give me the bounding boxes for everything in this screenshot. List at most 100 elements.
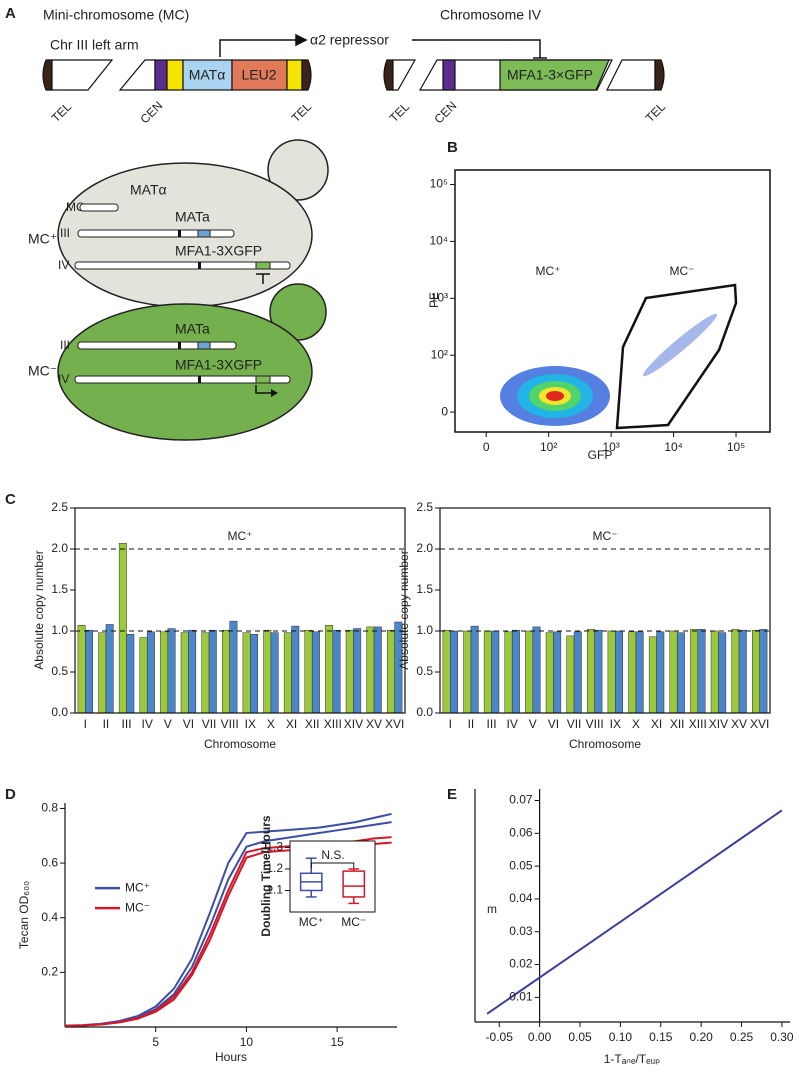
title: Chromosome IV (440, 7, 542, 23)
telomere (383, 59, 394, 91)
chromosome-name: MC (66, 200, 85, 214)
bar (470, 625, 479, 714)
bar (250, 634, 258, 714)
gene (182, 59, 233, 91)
bar (263, 629, 272, 714)
density-cloud (500, 283, 738, 430)
series-line (486, 809, 783, 1015)
segment (118, 59, 156, 91)
y-tick-label: 0.8 (41, 801, 58, 815)
segment (51, 59, 114, 91)
bar (373, 626, 382, 714)
bar (332, 629, 341, 714)
x-tick-label: 10⁵ (727, 440, 745, 454)
title: Mini-chromosome (MC) (43, 7, 189, 23)
bar (283, 632, 292, 714)
bar (126, 634, 135, 714)
bar (105, 624, 114, 714)
x-tick-label: XV (366, 717, 382, 731)
mini-chromosome: Mini-chromosome (MC) Chr III left arm MA… (42, 7, 314, 126)
gene (231, 59, 288, 91)
segment (166, 59, 184, 91)
annotation: MC⁻ (670, 264, 695, 278)
y-tick-label: 1.5 (51, 582, 68, 596)
bar (270, 632, 279, 714)
telomere (654, 59, 665, 91)
gene-label: MFA1-3×GFP (507, 67, 593, 83)
x-tick-label: IX (610, 717, 621, 731)
bar (648, 636, 657, 714)
x-tick-label: IX (245, 717, 256, 731)
y-tick-label: 1.3 (266, 840, 283, 854)
bar (566, 635, 575, 714)
gene (499, 59, 610, 91)
y-tick-label: 10⁵ (430, 177, 448, 191)
plot-frame (74, 507, 406, 714)
plot-frame (439, 507, 771, 714)
box (342, 870, 366, 898)
x-axis-label: GFP (588, 448, 613, 462)
bar (752, 629, 760, 714)
x-tick-label: X (267, 717, 275, 731)
y-tick-label: 0.5 (416, 664, 433, 678)
y-tick-label: 0.06 (509, 825, 533, 839)
y-tick-label: 0.04 (509, 891, 533, 905)
bar (201, 632, 210, 714)
bar (690, 629, 699, 714)
y-tick-label: 0.0 (51, 705, 68, 719)
x-tick-label: I (449, 717, 452, 731)
cell-label: MC⁺ (28, 231, 57, 247)
x-tick-label: 0.25 (730, 1030, 754, 1044)
bar (587, 629, 595, 714)
y-tick-label: 0.5 (51, 664, 68, 678)
label: Chr III left arm (50, 37, 139, 53)
x-tick-label: XI (651, 717, 662, 731)
chromosome-name: IV (58, 258, 69, 272)
y-tick-label: 0.01 (509, 990, 533, 1004)
x-axis-label: Hours (215, 1050, 247, 1064)
bar (628, 631, 637, 714)
x-tick-label: X (632, 717, 640, 731)
x-tick-label: MC⁺ (299, 915, 324, 929)
plot-frame (454, 169, 771, 433)
repressor-label: α2 repressor (310, 32, 389, 48)
chromosome-name: III (60, 338, 70, 352)
bar (291, 625, 300, 714)
bar (697, 629, 706, 714)
x-tick-label: II (103, 717, 110, 731)
tel-label: TEL (643, 99, 669, 125)
y-tick-label: 10³ (431, 290, 448, 304)
y-tick-label: 10⁴ (429, 234, 448, 248)
x-tick-label: 10 (240, 1035, 254, 1049)
x-tick-label: III (487, 717, 497, 731)
x-axis-label: Chromosome (204, 737, 276, 751)
annotation: MC⁺ (228, 529, 253, 543)
bar (139, 637, 148, 714)
bar (491, 630, 500, 714)
annotation: MC⁻ (593, 529, 618, 543)
bar (160, 631, 169, 714)
panel-letter: E (447, 786, 457, 803)
bar (450, 630, 458, 714)
tel-label: TEL (387, 99, 413, 125)
y-tick-label: 0.6 (41, 855, 58, 869)
y-tick-label: 2.0 (51, 541, 68, 555)
gene-label: MFA1-3XGFP (175, 357, 262, 373)
annotation: N.S. (321, 848, 344, 862)
x-tick-label: 15 (330, 1035, 344, 1049)
gene-label: MATα (130, 182, 167, 198)
cell-mc-minus: MC⁻ III MATa IV MFA1-3XGFP (28, 283, 327, 441)
x-tick-label: 10³ (602, 440, 619, 454)
y-tick-label: 1.0 (51, 623, 68, 637)
y-axis-label: Absolute copy number (32, 550, 46, 669)
y-axis-label: m (487, 902, 497, 916)
x-tick-label: VIII (221, 717, 239, 731)
panel-letter: B (447, 139, 458, 156)
tel-label: TEL (49, 99, 75, 125)
chromosome-name: III (60, 226, 70, 240)
y-tick-label: 0.4 (41, 910, 58, 924)
cell-mc-plus: MC⁺ MC MATα III MATa IV MFA1-3XGFP (28, 139, 329, 308)
x-tick-label: XII (670, 717, 685, 731)
x-tick-label: 0.00 (528, 1030, 552, 1044)
legend-label: MC⁺ (125, 880, 150, 894)
